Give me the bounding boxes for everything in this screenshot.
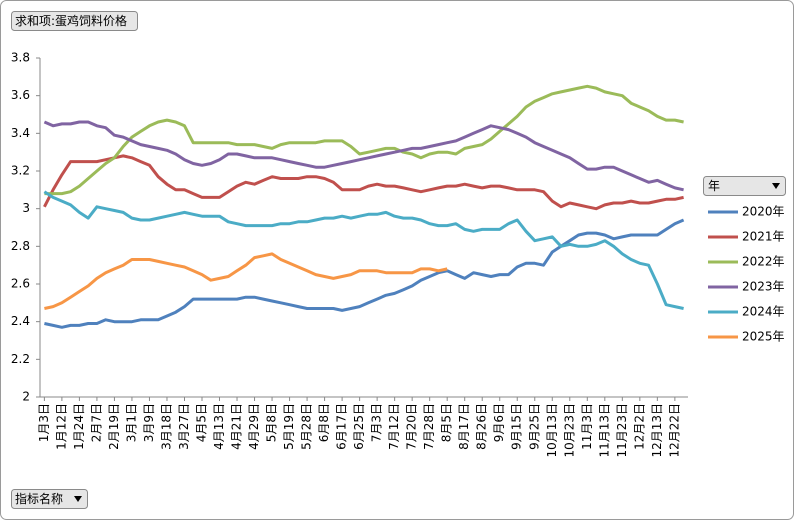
axis-field-button[interactable]	[11, 489, 88, 509]
x-tick-label: 5月28日	[300, 403, 314, 450]
y-tick-label: 3	[22, 201, 30, 215]
x-tick-label: 10月23日	[562, 403, 576, 458]
x-tick-label: 5月19日	[282, 403, 296, 450]
x-tick-label: 3月18日	[159, 403, 173, 450]
x-tick-label: 7月12日	[387, 403, 401, 450]
y-tick-label: 3.4	[11, 126, 30, 140]
x-tick-label: 8月17日	[457, 403, 471, 450]
x-tick-label: 3月1日	[124, 403, 138, 442]
x-tick-label: 12月2日	[632, 403, 646, 450]
x-tick-label: 6月25日	[352, 403, 366, 450]
value-field-button[interactable]	[11, 11, 138, 31]
y-tick-label: 2.8	[11, 239, 30, 253]
legend-label: 2021年	[742, 230, 785, 244]
y-tick-label: 3.8	[11, 51, 30, 65]
y-tick-label: 2.4	[11, 314, 30, 328]
x-tick-label: 9月25日	[527, 403, 541, 450]
y-tick-label: 2.2	[11, 352, 30, 366]
legend-label: 2020年	[742, 205, 785, 219]
x-tick-label: 1月24日	[72, 403, 86, 450]
legend-label: 2025年	[742, 330, 785, 344]
legend-label: 2024年	[742, 305, 785, 319]
x-tick-label: 3月27日	[177, 403, 191, 450]
x-tick-label: 4月29日	[247, 403, 261, 450]
x-tick-label: 11月3日	[580, 403, 594, 450]
dropdown-arrow	[74, 496, 82, 502]
x-tick-label: 9月15日	[510, 403, 524, 450]
x-tick-label: 6月8日	[317, 403, 331, 442]
series-line	[43, 120, 684, 192]
x-tick-label: 1月3日	[37, 403, 51, 442]
series-line	[44, 84, 684, 196]
x-tick-label: 9月6日	[492, 403, 506, 442]
y-tick-label: 3.6	[11, 88, 30, 102]
x-tick-label: 4月13日	[212, 403, 226, 450]
legend-label: 2022年	[742, 255, 785, 269]
series-line	[43, 154, 684, 211]
x-tick-label: 11月13日	[597, 403, 611, 458]
x-tick-label: 12月13日	[650, 403, 664, 458]
series-line	[44, 218, 685, 329]
x-tick-label: 2月19日	[107, 403, 121, 450]
legend-label: 2023年	[742, 280, 785, 294]
y-tick-label: 3.2	[11, 164, 30, 178]
x-tick-label: 7月28日	[422, 403, 436, 450]
x-tick-label: 4月21日	[230, 403, 244, 450]
y-tick-label: 2	[22, 390, 30, 404]
dropdown-arrow	[772, 183, 780, 189]
x-tick-label: 8月5日	[440, 403, 454, 442]
x-tick-label: 1月12日	[54, 403, 68, 450]
y-tick-label: 2.6	[11, 277, 30, 291]
legend-field-label: 年	[708, 179, 720, 193]
series-line	[44, 252, 448, 310]
x-tick-label: 7月3日	[370, 403, 384, 442]
value-field-label: 求和项:蛋鸡饲料价格	[15, 13, 127, 28]
axis-field-label: 指标名称	[15, 491, 63, 506]
x-tick-label: 12月22日	[667, 403, 681, 458]
series-line	[43, 190, 684, 310]
x-tick-label: 4月5日	[195, 403, 209, 442]
x-tick-label: 7月20日	[405, 403, 419, 450]
x-tick-label: 2月7日	[89, 403, 103, 442]
legend-field-button[interactable]	[703, 176, 786, 196]
x-tick-label: 3月9日	[142, 403, 156, 442]
x-tick-label: 8月26日	[475, 403, 489, 450]
x-tick-label: 6月17日	[335, 403, 349, 450]
x-tick-label: 10月13日	[545, 403, 559, 458]
x-tick-label: 5月8日	[265, 403, 279, 442]
x-tick-label: 11月23日	[615, 403, 629, 458]
